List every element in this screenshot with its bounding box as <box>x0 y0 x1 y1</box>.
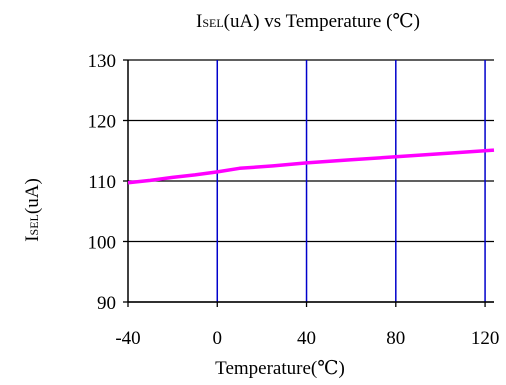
y-axis-label: ISEL(uA) <box>22 178 43 242</box>
chart-title: ISEL(uA) vs Temperature (℃) <box>196 11 420 32</box>
y-axis-label-sub: SEL <box>27 214 41 235</box>
x-tick-label: 80 <box>386 328 405 349</box>
plot-area: 90 100 110 120 130 -40 0 40 80 120 <box>88 51 500 349</box>
chart-title-rest: (uA) vs Temperature (℃) <box>224 11 420 32</box>
y-tick-label: 120 <box>88 112 117 133</box>
y-tick-label: 90 <box>97 293 116 314</box>
chart-title-sub: SEL <box>202 16 223 30</box>
chart-title-main: I <box>196 11 202 32</box>
x-tick-label: 0 <box>213 328 223 349</box>
y-tick-label: 100 <box>88 233 117 254</box>
y-axis-label-main: I <box>22 235 43 241</box>
y-axis-label-rest: (uA) <box>22 178 43 214</box>
y-tick-label: 130 <box>88 51 117 72</box>
y-tick-label: 110 <box>88 172 116 193</box>
x-tick-label: 40 <box>297 328 316 349</box>
series-line <box>127 148 495 185</box>
x-tick-label: -40 <box>115 328 140 349</box>
x-tick-label: 120 <box>471 328 500 349</box>
x-axis-label: Temperature(℃) <box>215 358 345 379</box>
